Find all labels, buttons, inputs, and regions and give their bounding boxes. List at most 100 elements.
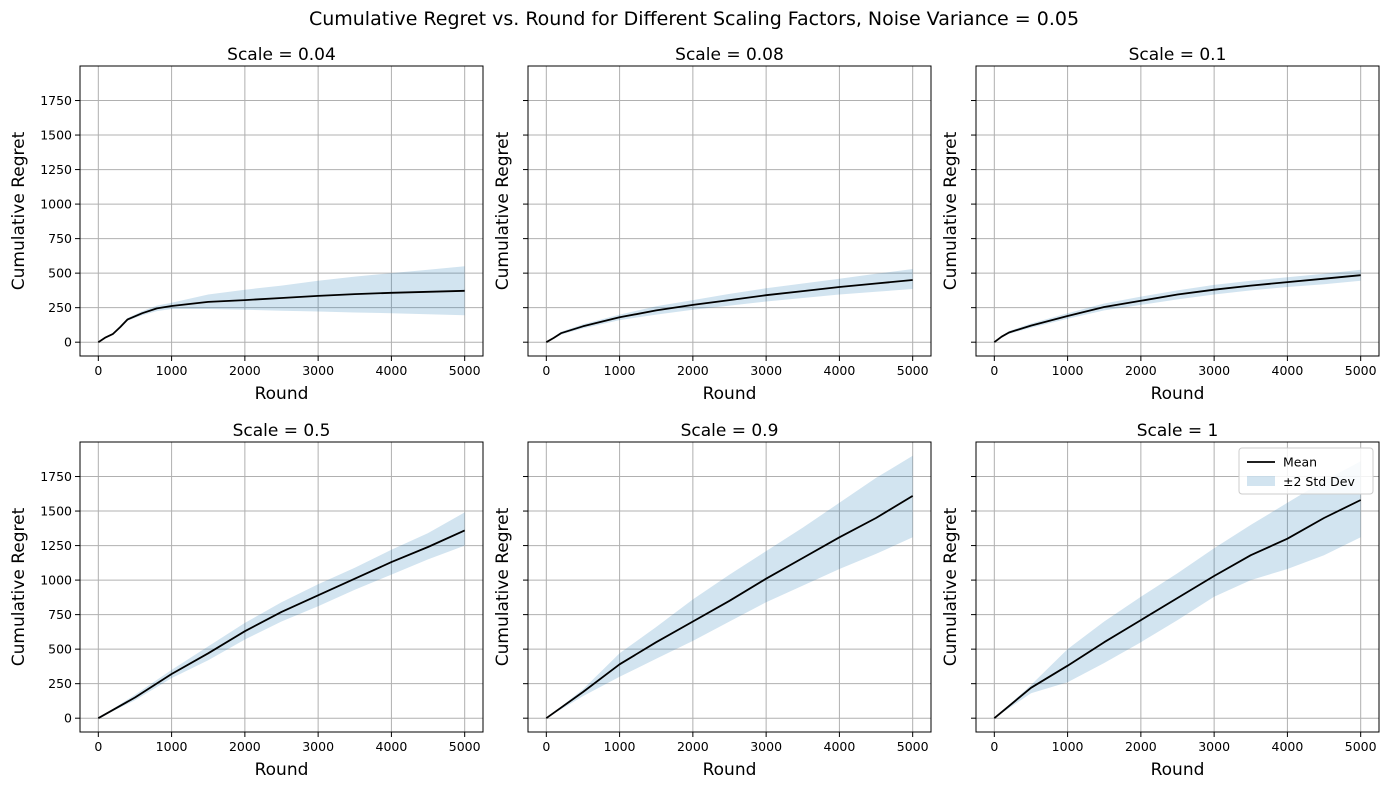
y-tick-label: 500 <box>48 642 72 657</box>
x-axis-label: Round <box>255 384 309 404</box>
subplot-2: 0 1000 2000 3000 4000 5000 Scale = 0.08 Round Cu… <box>493 45 932 404</box>
x-tick-label: 0 <box>542 363 550 378</box>
y-tick-label: 0 <box>64 335 72 350</box>
x-tick-label: 0 <box>94 739 102 754</box>
x-axis-label: Round <box>255 760 309 780</box>
y-tick-label: 250 <box>48 676 72 691</box>
axes-frame <box>527 65 932 357</box>
y-axis-label: Cumulative Regret <box>493 507 513 666</box>
y-tick-label: 750 <box>48 607 72 622</box>
figure-suptitle: Cumulative Regret vs. Round for Differen… <box>309 8 1079 30</box>
mean-line <box>97 529 466 719</box>
x-tick-label: 2000 <box>677 363 709 378</box>
y-tick-label: 0 <box>64 711 72 726</box>
subplot-title: Scale = 0.08 <box>675 45 784 65</box>
axes-frame <box>79 65 484 357</box>
legend-band-label: ±2 Std Dev <box>1283 474 1355 489</box>
subplot-title: Scale = 0.1 <box>1129 45 1227 65</box>
x-tick-label: 0 <box>94 363 102 378</box>
x-tick-label: 5000 <box>1345 739 1377 754</box>
x-tick-label: 3000 <box>302 363 334 378</box>
x-tick-label: 4000 <box>1272 363 1304 378</box>
y-axis-label: Cumulative Regret <box>941 507 961 666</box>
x-tick-label: 4000 <box>376 363 408 378</box>
subplot-title: Scale = 0.5 <box>233 421 331 441</box>
mean-line <box>97 289 465 343</box>
x-tick-label: 3000 <box>750 739 782 754</box>
x-tick-label: 2000 <box>229 363 261 378</box>
x-tick-label: 5000 <box>897 363 929 378</box>
x-tick-label: 1000 <box>156 739 188 754</box>
axes-frame <box>527 441 932 733</box>
subplot-title: Scale = 0.04 <box>227 45 336 65</box>
legend: Mean ±2 Std Dev <box>1238 447 1374 495</box>
subplot-4: 0 1000 2000 3000 4000 5000 0 250 500 750 1000 1250 1… <box>9 421 484 780</box>
x-tick-label: 1000 <box>156 363 188 378</box>
x-tick-label: 3000 <box>1198 363 1230 378</box>
std-band-area <box>98 266 465 343</box>
std-band-area <box>546 269 913 343</box>
std-band-area <box>994 269 1361 343</box>
mean-line <box>993 274 1361 343</box>
x-tick-label: 1000 <box>604 739 636 754</box>
axes-frame <box>975 441 1380 733</box>
y-axis-label: Cumulative Regret <box>493 131 513 290</box>
std-band-area <box>98 512 465 719</box>
subplot-title: Scale = 0.9 <box>681 421 779 441</box>
subplot-3: 0 1000 2000 3000 4000 5000 Scale = 0.1 Round Cum… <box>941 45 1380 404</box>
y-tick-label: 750 <box>48 231 72 246</box>
mean-line <box>545 279 913 343</box>
x-axis-label: Round <box>1151 384 1205 404</box>
x-tick-label: 2000 <box>1125 363 1157 378</box>
x-tick-label: 5000 <box>897 739 929 754</box>
y-tick-label: 1250 <box>40 162 72 177</box>
x-tick-label: 1000 <box>1052 363 1084 378</box>
std-band-area <box>994 461 1361 719</box>
legend-box <box>1238 447 1374 495</box>
x-tick-label: 3000 <box>750 363 782 378</box>
x-tick-label: 2000 <box>1125 739 1157 754</box>
x-tick-label: 1000 <box>1052 739 1084 754</box>
legend-mean-label: Mean <box>1283 455 1317 470</box>
x-tick-label: 0 <box>990 363 998 378</box>
x-axis-label: Round <box>703 384 757 404</box>
y-tick-label: 500 <box>48 266 72 281</box>
x-axis-label: Round <box>703 760 757 780</box>
y-tick-label: 1750 <box>40 93 72 108</box>
x-tick-label: 4000 <box>824 363 856 378</box>
y-axis-label: Cumulative Regret <box>9 131 29 290</box>
x-tick-label: 2000 <box>229 739 261 754</box>
y-tick-label: 1500 <box>40 504 72 519</box>
x-axis-label: Round <box>1151 760 1205 780</box>
x-tick-label: 5000 <box>449 739 481 754</box>
subplot-6: 0 1000 2000 3000 4000 5000 Scale = 1 Round Cumul… <box>941 421 1380 780</box>
x-tick-label: 3000 <box>302 739 334 754</box>
x-tick-label: 2000 <box>677 739 709 754</box>
y-tick-label: 1750 <box>40 469 72 484</box>
subplot-5: 0 1000 2000 3000 4000 5000 Scale = 0.9 Round Cum… <box>493 421 932 780</box>
y-tick-label: 1000 <box>40 197 72 212</box>
mean-line <box>545 495 914 719</box>
y-axis-label: Cumulative Regret <box>941 131 961 290</box>
mean-line <box>993 499 1362 719</box>
x-tick-label: 3000 <box>1198 739 1230 754</box>
subplot-1: 0 1000 2000 3000 4000 5000 0 250 500 750 1000 1250 1… <box>9 45 484 404</box>
x-tick-label: 0 <box>990 739 998 754</box>
subplot-title: Scale = 1 <box>1137 421 1219 441</box>
y-tick-label: 1500 <box>40 128 72 143</box>
x-tick-label: 5000 <box>1345 363 1377 378</box>
y-axis-label: Cumulative Regret <box>9 507 29 666</box>
x-tick-label: 5000 <box>449 363 481 378</box>
x-tick-label: 1000 <box>604 363 636 378</box>
x-tick-label: 4000 <box>1272 739 1304 754</box>
axes-frame <box>975 65 1380 357</box>
y-tick-label: 1000 <box>40 573 72 588</box>
legend-band-swatch <box>1247 476 1275 486</box>
x-tick-label: 4000 <box>824 739 856 754</box>
y-tick-label: 250 <box>48 300 72 315</box>
axes-frame <box>79 441 484 733</box>
y-tick-label: 1250 <box>40 538 72 553</box>
x-tick-label: 0 <box>542 739 550 754</box>
